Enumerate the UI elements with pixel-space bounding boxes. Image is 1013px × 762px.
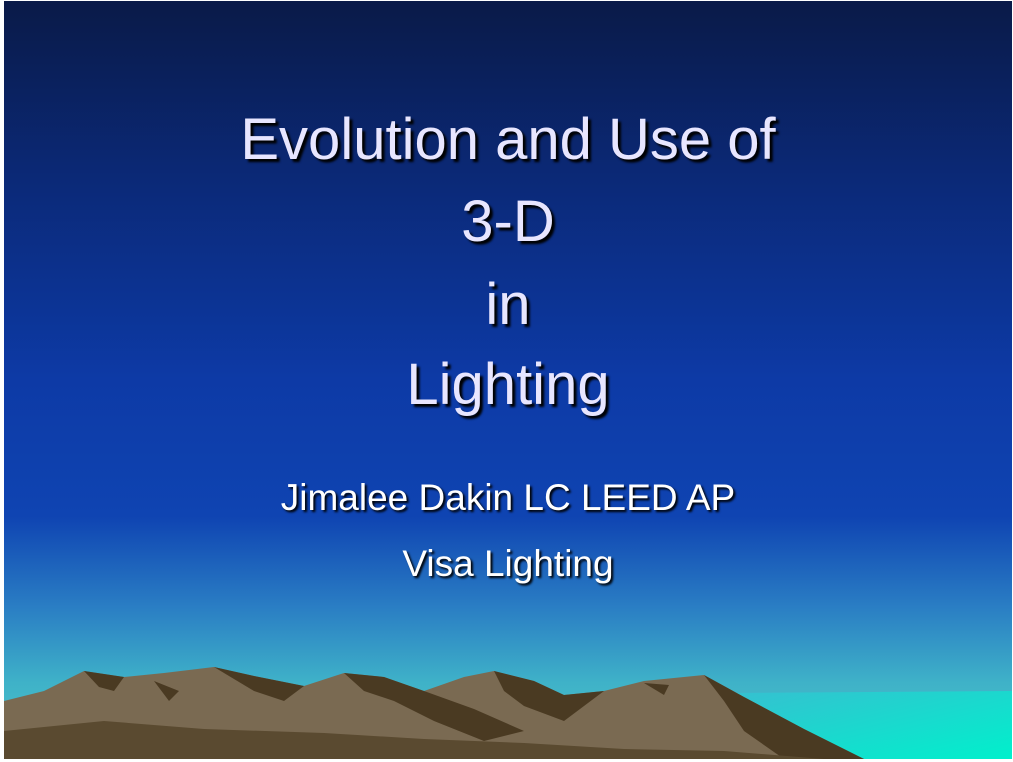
title-line: Lighting [4,356,1012,414]
title-line: 3-D [4,193,1012,251]
slide: Evolution and Use of 3-D in Lighting Jim… [4,1,1012,759]
subtitle-line: Jimalee Dakin LC LEED AP [4,479,1012,516]
title-line: in [4,276,1012,334]
page: {"title": {"lines": ["Evolution and Use … [0,1,1013,762]
title-line: Evolution and Use of [4,111,1012,169]
subtitle-line: Visa Lighting [4,545,1012,582]
